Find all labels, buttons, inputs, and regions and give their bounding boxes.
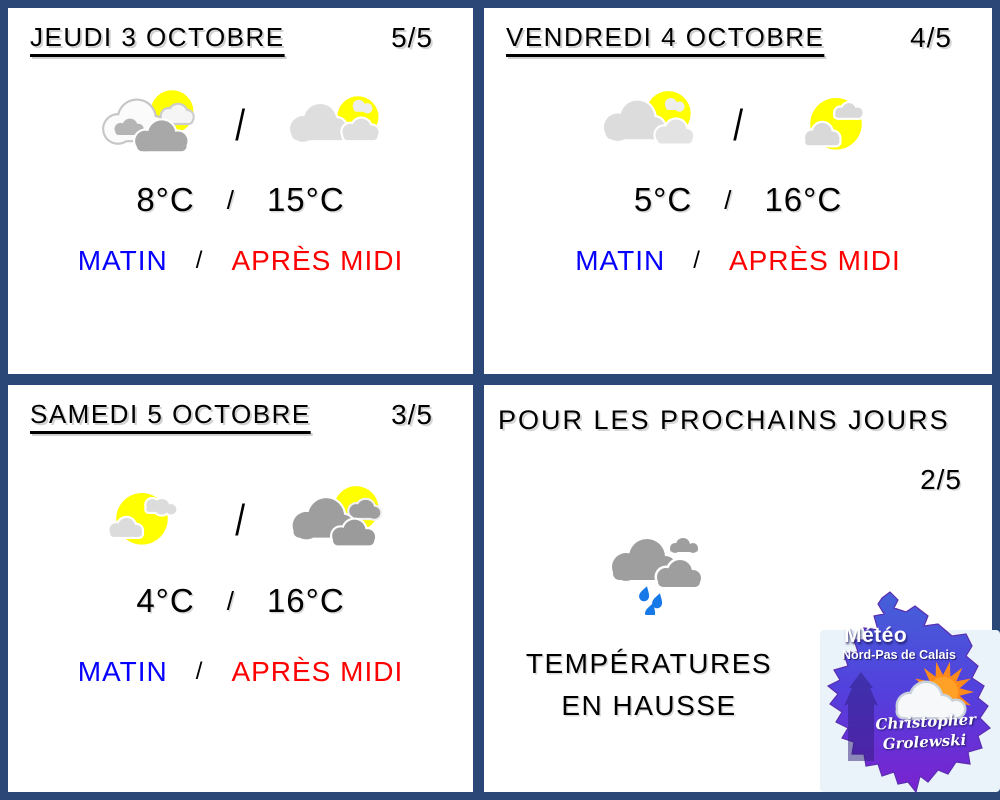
day-title: JEUDI 3 OCTOBRE <box>30 22 285 52</box>
confidence-score: 4/5 <box>910 22 952 53</box>
day-title: VENDREDI 4 OCTOBRE <box>506 22 825 52</box>
logo-region: Nord-Pas de Calais <box>842 648 956 662</box>
cloud-icon <box>895 680 967 721</box>
slash-separator: / <box>235 495 246 545</box>
slash-separator: / <box>195 247 204 274</box>
afternoon-label: APRÈS MIDI <box>728 245 901 276</box>
daypart-labels-row: MATIN / APRÈS MIDI <box>8 245 473 277</box>
morning-temperature: 8°C <box>136 181 195 218</box>
slash-separator: / <box>693 247 701 274</box>
panel-day-samedi: SAMEDI 5 OCTOBRE 3/5 / 4°C / 16°C MATIN … <box>8 385 473 792</box>
morning-label: MATIN <box>77 656 168 687</box>
slash-separator: / <box>733 100 743 150</box>
belfry-tower-icon <box>844 672 878 761</box>
panel-day-jeudi: JEUDI 3 OCTOBRE 5/5 / 8°C / 15°C MATIN /… <box>8 8 473 374</box>
daypart-labels-row: MATIN / APRÈS MIDI <box>8 656 473 688</box>
afternoon-label: APRÈS MIDI <box>231 656 404 687</box>
sun-behind-clouds-icon <box>102 90 196 154</box>
meteo-nord-pas-de-calais-logo: Météo Nord-Pas de Calais Christopher Gro… <box>820 586 1000 800</box>
outlook-message: TEMPÉRATURES EN HAUSSE <box>484 643 814 727</box>
slash-separator: / <box>226 184 235 215</box>
morning-temperature: 5°C <box>633 181 693 218</box>
daypart-labels-row: MATIN / APRÈS MIDI <box>484 245 992 277</box>
temperatures-row: 5°C / 16°C <box>484 181 992 219</box>
slash-separator: / <box>235 100 246 150</box>
confidence-score: 5/5 <box>391 22 433 53</box>
sun-with-light-clouds-icon <box>287 96 381 144</box>
sun-behind-gray-clouds-icon <box>290 486 382 548</box>
outlook-message-line2: EN HAUSSE <box>561 690 737 721</box>
panel-outlook: POUR LES PROCHAINS JOURS 2/5 TEMPÉRATURE… <box>484 385 1000 794</box>
panel-header: SAMEDI 5 OCTOBRE 3/5 <box>8 385 473 431</box>
slash-separator: / <box>195 658 204 685</box>
afternoon-temperature: 16°C <box>266 582 345 619</box>
temperatures-row: 4°C / 16°C <box>8 582 473 620</box>
weather-icons-row: / <box>484 86 992 165</box>
sun-behind-light-clouds-icon <box>601 91 696 146</box>
day-title: SAMEDI 5 OCTOBRE <box>30 399 311 429</box>
afternoon-temperature: 16°C <box>764 181 843 218</box>
outlook-message-line1: TEMPÉRATURES <box>525 648 773 679</box>
weather-icons-row: / <box>8 481 473 560</box>
afternoon-label: APRÈS MIDI <box>231 245 404 276</box>
morning-label: MATIN <box>77 245 168 276</box>
panel-header: JEUDI 3 OCTOBRE 5/5 <box>8 8 473 54</box>
outlook-title: POUR LES PROCHAINS JOURS <box>498 405 950 435</box>
slash-separator: / <box>226 585 235 616</box>
morning-label: MATIN <box>575 245 666 276</box>
confidence-score: 2/5 <box>920 464 962 495</box>
morning-temperature: 4°C <box>136 582 195 619</box>
panel-header: VENDREDI 4 OCTOBRE 4/5 <box>484 8 992 54</box>
panel-day-vendredi: VENDREDI 4 OCTOBRE 4/5 / 5°C / 16°C MATI… <box>484 8 992 374</box>
logo-author: Christopher Grolewski <box>875 710 976 755</box>
confidence-score: 3/5 <box>391 399 433 430</box>
afternoon-temperature: 15°C <box>266 181 345 218</box>
rain-clouds-icon <box>612 538 704 615</box>
slash-separator: / <box>724 184 733 215</box>
logo-graphic <box>820 591 1000 794</box>
sun-with-small-light-clouds-icon <box>107 493 179 545</box>
temperatures-row: 8°C / 15°C <box>8 181 473 219</box>
logo-title: Météo <box>844 624 908 647</box>
sun-with-small-clouds-icon <box>803 98 865 150</box>
weather-icons-row: / <box>8 86 473 165</box>
